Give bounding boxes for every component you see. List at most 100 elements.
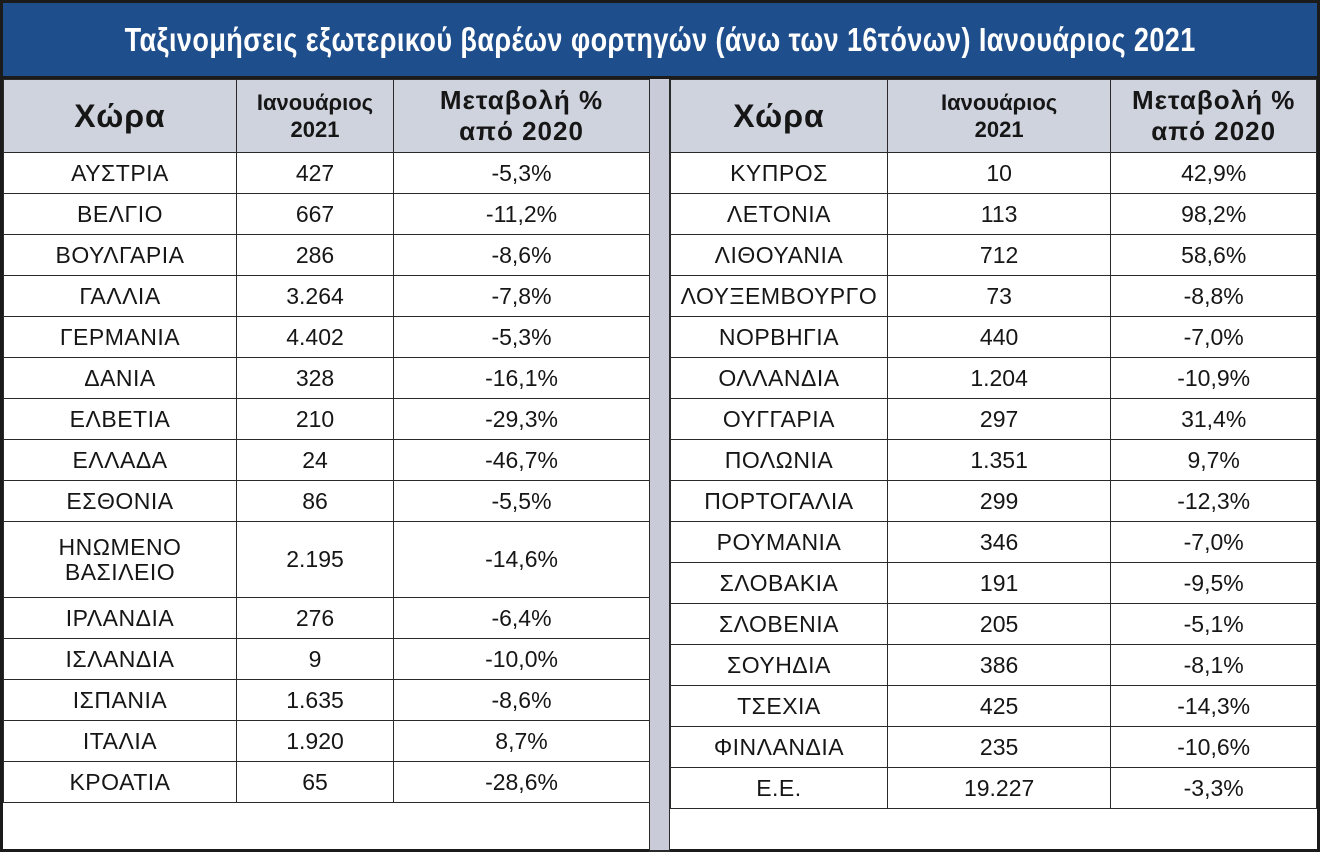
table-row: ΟΛΛΑΝΔΙΑ 1.204 -10,9% [670, 357, 1317, 399]
table-row: ΕΛΒΕΤΙΑ 210 -29,3% [3, 398, 650, 440]
divider-tick [650, 850, 669, 852]
table-row: ΒΟΥΛΓΑΡΙΑ 286 -8,6% [3, 234, 650, 276]
country-cell: ΛΙΘΟΥΑΝΙΑ [670, 234, 888, 276]
change-cell: 58,6% [1110, 234, 1317, 276]
change-cell: -12,3% [1110, 480, 1317, 522]
table-divider [649, 79, 670, 852]
country-cell: ΙΤΑΛΙΑ [3, 720, 237, 762]
left-table: Χώρα Ιανουάριος 2021 Μεταβολή % από 2020 Α… [3, 79, 650, 803]
change-cell: 98,2% [1110, 193, 1317, 235]
value-cell: 65 [236, 761, 394, 803]
table-row: ΓΕΡΜΑΝΙΑ 4.402 -5,3% [3, 316, 650, 358]
change-cell: -5,1% [1110, 603, 1317, 645]
table-row: ΤΣΕΧΙΑ 425 -14,3% [670, 685, 1317, 727]
country-cell: ΔΑΝΙΑ [3, 357, 237, 399]
change-cell: -7,8% [393, 275, 650, 317]
table-row: ΣΛΟΒΕΝΙΑ 205 -5,1% [670, 603, 1317, 645]
table-row: ΙΡΛΑΝΔΙΑ 276 -6,4% [3, 597, 650, 639]
table-row-total: Ε.Ε. 19.227 -3,3% [670, 767, 1317, 809]
value-cell: 427 [236, 152, 394, 194]
value-cell: 2.195 [236, 521, 394, 598]
table-row: ΕΛΛΑΔΑ 24 -46,7% [3, 439, 650, 481]
value-cell: 10 [886, 152, 1112, 194]
value-cell: 113 [886, 193, 1112, 235]
country-cell: ΣΛΟΒΑΚΙΑ [670, 562, 888, 604]
table-row: ΙΣΛΑΝΔΙΑ 9 -10,0% [3, 638, 650, 680]
header-january-2021: Ιανουάριος 2021 [236, 79, 394, 153]
country-cell: ΙΡΛΑΝΔΙΑ [3, 597, 237, 639]
change-cell: 8,7% [393, 720, 650, 762]
country-cell: ΛΕΤΟΝΙΑ [670, 193, 888, 235]
value-cell: 9 [236, 638, 394, 680]
table-row: ΠΟΛΩΝΙΑ 1.351 9,7% [670, 439, 1317, 481]
right-table: Χώρα Ιανουάριος 2021 Μεταβολή % από 2020 Κ… [670, 79, 1317, 809]
country-cell: ΠΟΡΤΟΓΑΛΙΑ [670, 480, 888, 522]
value-cell: 19.227 [886, 767, 1112, 809]
change-cell: -6,4% [393, 597, 650, 639]
country-cell: ΡΟΥΜΑΝΙΑ [670, 521, 888, 563]
change-cell: -8,6% [393, 234, 650, 276]
country-cell: ΓΑΛΛΙΑ [3, 275, 237, 317]
change-cell: -16,1% [393, 357, 650, 399]
change-cell: 9,7% [1110, 439, 1317, 481]
table-row: ΛΙΘΟΥΑΝΙΑ 712 58,6% [670, 234, 1317, 276]
change-cell: -14,3% [1110, 685, 1317, 727]
country-cell: ΕΛΒΕΤΙΑ [3, 398, 237, 440]
change-cell: -8,6% [393, 679, 650, 721]
change-cell: -5,3% [393, 316, 650, 358]
change-cell: 42,9% [1110, 152, 1317, 194]
table-row: ΣΟΥΗΔΙΑ 386 -8,1% [670, 644, 1317, 686]
country-cell: ΕΣΘΟΝΙΑ [3, 480, 237, 522]
country-cell: ΟΛΛΑΝΔΙΑ [670, 357, 888, 399]
table-row: ΙΣΠΑΝΙΑ 1.635 -8,6% [3, 679, 650, 721]
country-cell: ΓΕΡΜΑΝΙΑ [3, 316, 237, 358]
change-cell: 31,4% [1110, 398, 1317, 440]
country-cell: ΑΥΣΤΡΙΑ [3, 152, 237, 194]
table-row: ΚΥΠΡΟΣ 10 42,9% [670, 152, 1317, 194]
value-cell: 24 [236, 439, 394, 481]
header-country: Χώρα [670, 79, 888, 153]
change-cell: -46,7% [393, 439, 650, 481]
country-cell: ΣΛΟΒΕΝΙΑ [670, 603, 888, 645]
country-cell: ΤΣΕΧΙΑ [670, 685, 888, 727]
country-cell: ΚΡΟΑΤΙΑ [3, 761, 237, 803]
country-cell: ΚΥΠΡΟΣ [670, 152, 888, 194]
change-cell: -3,3% [1110, 767, 1317, 809]
value-cell: 346 [886, 521, 1112, 563]
change-cell: -9,5% [1110, 562, 1317, 604]
header-change-percent: Μεταβολή % από 2020 [393, 79, 650, 153]
change-cell: -29,3% [393, 398, 650, 440]
country-cell: ΙΣΠΑΝΙΑ [3, 679, 237, 721]
value-cell: 86 [236, 480, 394, 522]
change-cell: -10,9% [1110, 357, 1317, 399]
change-cell: -10,6% [1110, 726, 1317, 768]
table-row: ΚΡΟΑΤΙΑ 65 -28,6% [3, 761, 650, 803]
country-cell: ΒΟΥΛΓΑΡΙΑ [3, 234, 237, 276]
country-cell: Ε.Ε. [670, 767, 888, 809]
value-cell: 1.920 [236, 720, 394, 762]
value-cell: 1.351 [886, 439, 1112, 481]
left-header-row: Χώρα Ιανουάριος 2021 Μεταβολή % από 2020 [3, 79, 650, 153]
country-cell: ΛΟΥΞΕΜΒΟΥΡΓΟ [670, 275, 888, 317]
change-cell: -8,1% [1110, 644, 1317, 686]
change-cell: -5,3% [393, 152, 650, 194]
value-cell: 440 [886, 316, 1112, 358]
table-row: ΟΥΓΓΑΡΙΑ 297 31,4% [670, 398, 1317, 440]
change-cell: -8,8% [1110, 275, 1317, 317]
page-title: Ταξινομήσεις εξωτερικού βαρέων φορτηγών … [124, 20, 1196, 58]
table-row: ΔΑΝΙΑ 328 -16,1% [3, 357, 650, 399]
country-cell: ΣΟΥΗΔΙΑ [670, 644, 888, 686]
value-cell: 712 [886, 234, 1112, 276]
value-cell: 286 [236, 234, 394, 276]
country-cell: ΙΣΛΑΝΔΙΑ [3, 638, 237, 680]
value-cell: 276 [236, 597, 394, 639]
change-cell: -28,6% [393, 761, 650, 803]
table-row: ΣΛΟΒΑΚΙΑ 191 -9,5% [670, 562, 1317, 604]
value-cell: 4.402 [236, 316, 394, 358]
value-cell: 235 [886, 726, 1112, 768]
table-row: ΙΤΑΛΙΑ 1.920 8,7% [3, 720, 650, 762]
country-cell: ΕΛΛΑΔΑ [3, 439, 237, 481]
value-cell: 328 [236, 357, 394, 399]
value-cell: 3.264 [236, 275, 394, 317]
